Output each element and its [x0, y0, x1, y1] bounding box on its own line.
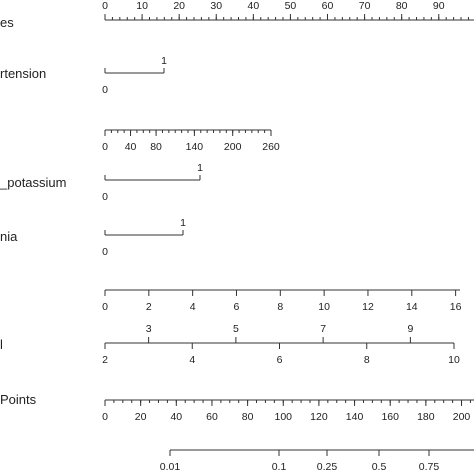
- tick-label: 2: [102, 354, 108, 366]
- tick-label: 120: [310, 411, 328, 423]
- tick-label: 5: [233, 323, 239, 335]
- tick-label: 14: [406, 301, 418, 313]
- tick-label: 0: [102, 0, 108, 12]
- tick-label: 0.25: [317, 461, 338, 473]
- category-label: 0: [102, 84, 108, 96]
- tick-label: 90: [433, 0, 445, 12]
- row-label: rtension: [0, 66, 46, 81]
- tick-label: 0.5: [372, 461, 387, 473]
- tick-label: 50: [285, 0, 297, 12]
- row-label: Points: [0, 392, 37, 407]
- tick-label: 20: [135, 411, 147, 423]
- tick-label: 80: [242, 411, 254, 423]
- tick-label: 6: [234, 301, 240, 313]
- tick-label: 2: [146, 301, 152, 313]
- category-label: 1: [180, 217, 186, 229]
- tick-label: 10: [318, 301, 330, 313]
- tick-label: 40: [247, 0, 259, 12]
- tick-label: 4: [189, 354, 195, 366]
- category-label: 1: [161, 55, 167, 67]
- tick-label: 70: [359, 0, 371, 12]
- tick-label: 80: [396, 0, 408, 12]
- tick-label: 7: [320, 323, 326, 335]
- tick-label: 60: [322, 0, 334, 12]
- tick-label: 3: [146, 323, 152, 335]
- tick-label: 100: [274, 411, 292, 423]
- tick-label: 10: [136, 0, 148, 12]
- tick-label: 12: [362, 301, 374, 313]
- tick-label: 260: [262, 141, 280, 153]
- tick-label: 30: [210, 0, 222, 12]
- category-label: 0: [102, 246, 108, 258]
- tick-label: 140: [346, 411, 364, 423]
- tick-label: 0: [102, 301, 108, 313]
- tick-label: 0.75: [419, 461, 440, 473]
- tick-label: 20: [173, 0, 185, 12]
- tick-label: 0: [102, 141, 108, 153]
- tick-label: 140: [186, 141, 204, 153]
- tick-label: 10: [448, 354, 460, 366]
- tick-label: 0: [102, 411, 108, 423]
- tick-label: 0.1: [272, 461, 287, 473]
- tick-label: 4: [190, 301, 196, 313]
- tick-label: 16: [450, 301, 462, 313]
- tick-label: 0.01: [160, 461, 181, 473]
- row-label: _potassium: [0, 175, 66, 190]
- category-label: 1: [197, 162, 203, 174]
- tick-label: 9: [407, 323, 413, 335]
- tick-label: 8: [364, 354, 370, 366]
- category-label: 0: [102, 191, 108, 203]
- tick-label: 40: [125, 141, 137, 153]
- row-label: nia: [0, 229, 18, 244]
- tick-label: 200: [453, 411, 471, 423]
- tick-label: 80: [150, 141, 162, 153]
- tick-label: 160: [381, 411, 399, 423]
- tick-label: 180: [417, 411, 435, 423]
- tick-label: 200: [224, 141, 242, 153]
- tick-label: 6: [277, 354, 283, 366]
- tick-label: 60: [206, 411, 218, 423]
- row-label: l: [0, 337, 3, 352]
- row-label: es: [0, 15, 14, 30]
- tick-label: 8: [277, 301, 283, 313]
- tick-label: 40: [170, 411, 182, 423]
